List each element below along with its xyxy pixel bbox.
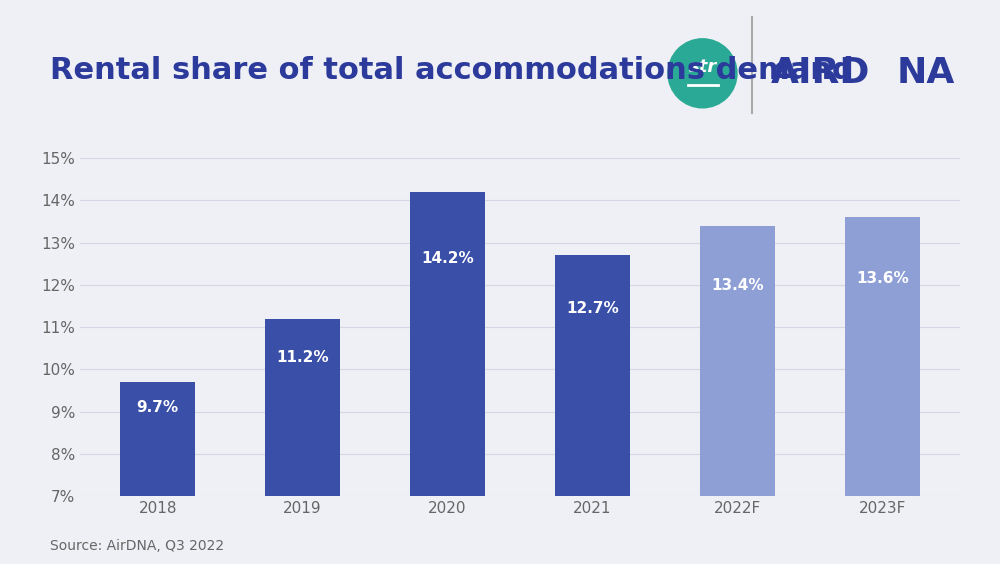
Text: Source: AirDNA, Q3 2022: Source: AirDNA, Q3 2022 <box>50 539 224 553</box>
Bar <box>265 319 340 496</box>
Bar <box>700 226 775 496</box>
Text: str: str <box>688 58 717 76</box>
Bar <box>120 382 195 496</box>
Circle shape <box>668 39 737 108</box>
Text: NA: NA <box>896 56 955 90</box>
Text: 12.7%: 12.7% <box>566 301 619 316</box>
Bar <box>410 192 485 496</box>
Text: Rental share of total accommodations demand: Rental share of total accommodations dem… <box>50 56 854 85</box>
Text: 14.2%: 14.2% <box>421 252 474 266</box>
Text: 13.6%: 13.6% <box>856 271 909 286</box>
Bar <box>555 255 630 496</box>
Text: AIRD: AIRD <box>771 56 870 90</box>
Bar <box>845 217 920 496</box>
Text: 11.2%: 11.2% <box>276 350 329 365</box>
Text: 13.4%: 13.4% <box>711 277 764 293</box>
Text: 9.7%: 9.7% <box>137 400 179 415</box>
